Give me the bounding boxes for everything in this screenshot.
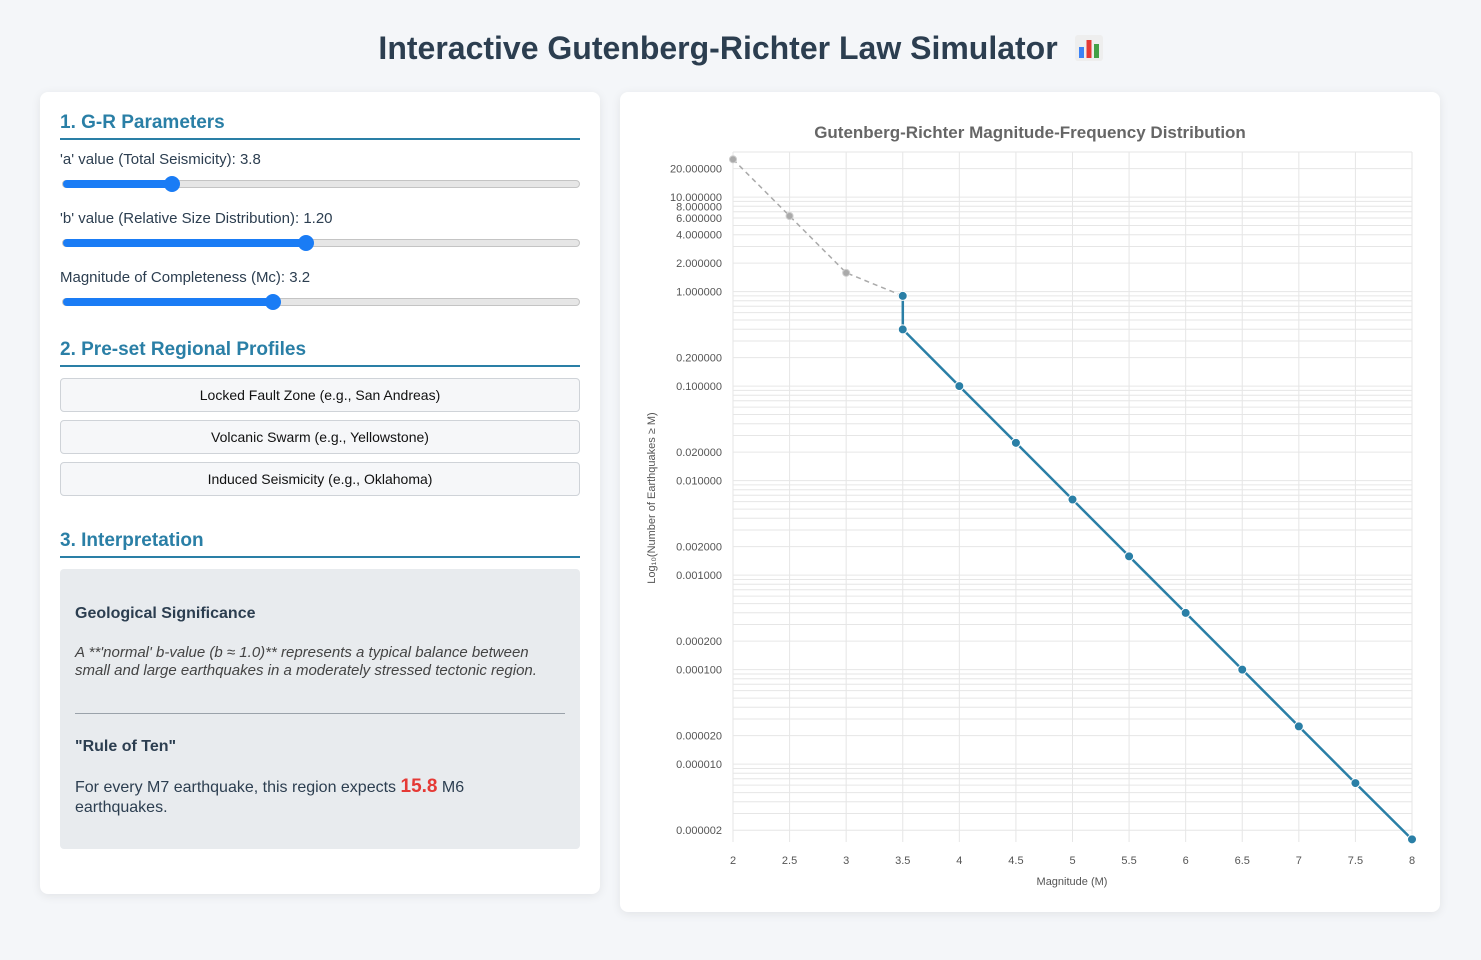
- data-point: [1124, 551, 1135, 562]
- y-tick-label: 0.100000: [676, 381, 722, 393]
- x-tick-label: 2.5: [782, 855, 797, 867]
- data-point: [1407, 834, 1417, 845]
- y-tick-label: 4.000000: [676, 230, 722, 242]
- b-value-label: 'b' value (Relative Size Distribution): …: [60, 210, 333, 227]
- profiles-heading: 2. Pre-set Regional Profiles: [60, 339, 580, 367]
- incomplete-data-point: [729, 155, 737, 164]
- a-value-slider-fill: [63, 180, 173, 188]
- interp-divider: [75, 713, 565, 714]
- data-point: [897, 324, 908, 335]
- x-tick-label: 4.5: [1008, 855, 1023, 867]
- y-tick-label: 0.000002: [676, 825, 722, 837]
- y-axis-label: Log₁₀(Number of Earthquakes ≥ M): [646, 412, 658, 583]
- profile-button-oklahoma[interactable]: Induced Seismicity (e.g., Oklahoma): [60, 462, 580, 496]
- interpretation-box: Geological Significance A **'normal' b-v…: [60, 569, 580, 849]
- y-tick-label: 0.000010: [676, 759, 722, 771]
- chart-series: [729, 155, 1417, 845]
- x-tick-label: 6: [1183, 855, 1189, 867]
- geo-significance-text: A **'normal' b-value (b ≈ 1.0)** represe…: [75, 644, 537, 679]
- data-point: [954, 381, 965, 392]
- y-tick-label: 0.010000: [676, 476, 722, 488]
- data-point: [1180, 607, 1191, 618]
- rule-of-ten-value: 15.8: [400, 776, 438, 797]
- y-tick-label: 0.001000: [676, 570, 722, 582]
- y-tick-label: 20.000000: [670, 164, 722, 176]
- y-tick-label: 0.000020: [676, 731, 722, 743]
- profile-button-yellowstone[interactable]: Volcanic Swarm (e.g., Yellowstone): [60, 420, 580, 454]
- mc-label: Magnitude of Completeness (Mc): 3.2: [60, 269, 311, 286]
- y-tick-label: 0.000100: [676, 665, 722, 677]
- data-point: [1010, 437, 1021, 448]
- y-tick-label: 6.000000: [676, 213, 722, 225]
- data-point: [1293, 721, 1304, 732]
- rule-suffix: M6 earthquakes.: [75, 779, 465, 816]
- page-title: Interactive Gutenberg-Richter Law Simula…: [0, 30, 1481, 67]
- y-tick-label: 10.000000: [670, 192, 722, 204]
- bar-chart-icon: [1074, 35, 1103, 61]
- x-tick-label: 5: [1069, 855, 1075, 867]
- rule-of-ten-heading: "Rule of Ten": [75, 738, 177, 755]
- incomplete-series-line: [732, 158, 904, 297]
- b-value-slider-fill: [63, 239, 306, 247]
- y-tick-label: 0.000200: [676, 636, 722, 648]
- data-point: [1067, 494, 1078, 505]
- y-tick-label: 0.002000: [676, 542, 722, 554]
- x-tick-label: 7: [1296, 855, 1302, 867]
- rule-of-ten-text: For every M7 earthquake, this region exp…: [75, 777, 535, 818]
- data-point: [897, 290, 908, 301]
- data-point: [1350, 778, 1361, 789]
- data-point: [1237, 664, 1248, 675]
- b-value-slider[interactable]: [62, 235, 580, 251]
- x-tick-label: 6.5: [1235, 855, 1250, 867]
- y-tick-label: 1.000000: [676, 287, 722, 299]
- rule-prefix: For every M7 earthquake, this region exp…: [75, 779, 401, 796]
- x-tick-label: 8: [1409, 855, 1415, 867]
- y-tick-label: 8.000000: [676, 201, 722, 213]
- a-value-slider[interactable]: [62, 176, 580, 192]
- a-value-label: 'a' value (Total Seismicity): 3.8: [60, 151, 261, 168]
- x-tick-label: 3: [843, 855, 849, 867]
- chart-panel: Gutenberg-Richter Magnitude-Frequency Di…: [620, 92, 1440, 912]
- x-tick-label: 5.5: [1121, 855, 1136, 867]
- a-value-slider-thumb[interactable]: [164, 176, 181, 192]
- gr-chart: Gutenberg-Richter Magnitude-Frequency Di…: [646, 123, 1417, 888]
- geo-significance-heading: Geological Significance: [75, 605, 256, 622]
- complete-series-line: [901, 295, 1413, 841]
- x-tick-label: 7.5: [1348, 855, 1363, 867]
- x-tick-label: 3.5: [895, 855, 910, 867]
- controls-panel: 1. G-R Parameters 'a' value (Total Seism…: [40, 92, 600, 894]
- x-axis-ticks: 2 2.5 3 3.5 4 4.5 5 5.5 6 6.5 7 7.5 8: [730, 855, 1415, 867]
- mc-slider-fill: [63, 298, 273, 306]
- incomplete-data-point: [785, 211, 794, 220]
- chart-grid: [732, 151, 1413, 842]
- x-tick-label: 2: [730, 855, 736, 867]
- y-tick-label: 0.020000: [676, 447, 722, 459]
- mc-slider[interactable]: [62, 294, 580, 310]
- chart-title: Gutenberg-Richter Magnitude-Frequency Di…: [814, 123, 1246, 142]
- incomplete-data-point: [842, 268, 851, 277]
- page-title-text: Interactive Gutenberg-Richter Law Simula…: [378, 30, 1058, 66]
- x-tick-label: 4: [956, 855, 962, 867]
- mc-slider-thumb[interactable]: [265, 294, 281, 310]
- b-value-slider-thumb[interactable]: [297, 235, 314, 251]
- y-tick-label: 0.200000: [676, 353, 722, 365]
- profile-button-san-andreas[interactable]: Locked Fault Zone (e.g., San Andreas): [60, 378, 580, 412]
- x-axis-label: Magnitude (M): [1037, 876, 1108, 888]
- params-heading: 1. G-R Parameters: [60, 112, 580, 140]
- y-tick-label: 2.000000: [676, 258, 722, 270]
- interp-heading: 3. Interpretation: [60, 530, 580, 558]
